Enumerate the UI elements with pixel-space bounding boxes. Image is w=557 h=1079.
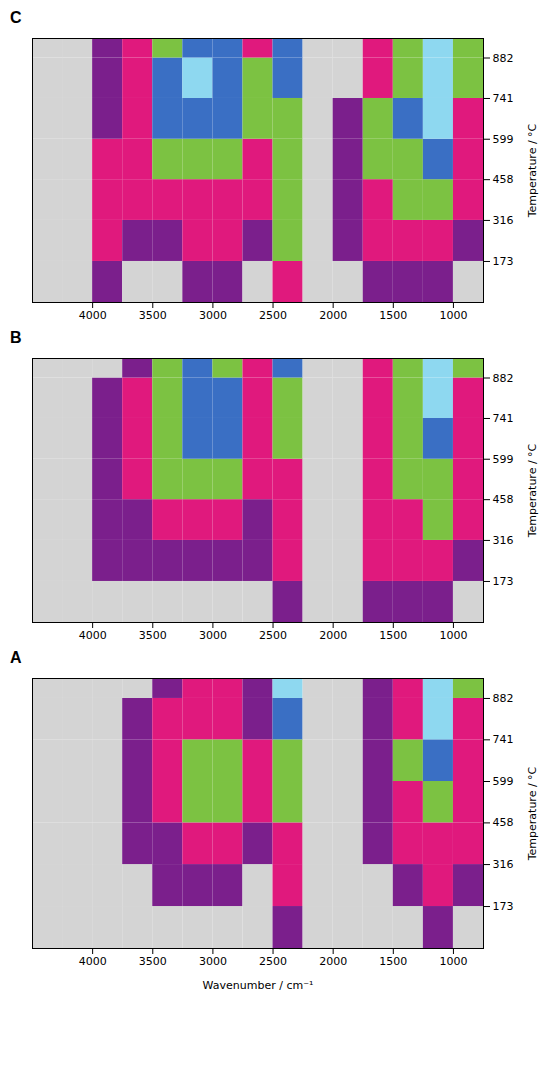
svg-text:1000: 1000 bbox=[439, 309, 467, 322]
svg-text:1500: 1500 bbox=[379, 309, 407, 322]
svg-text:882: 882 bbox=[493, 372, 514, 385]
svg-text:4000: 4000 bbox=[79, 629, 107, 642]
svg-text:1000: 1000 bbox=[439, 629, 467, 642]
svg-text:2500: 2500 bbox=[259, 309, 287, 322]
svg-text:Wavenumber / cm⁻¹: Wavenumber / cm⁻¹ bbox=[203, 979, 314, 992]
html-text:A: A bbox=[10, 649, 22, 666]
svg-text:599: 599 bbox=[493, 453, 514, 466]
svg-text:3000: 3000 bbox=[199, 955, 227, 968]
svg-text:316: 316 bbox=[493, 534, 514, 547]
svg-text:173: 173 bbox=[493, 900, 514, 913]
svg-text:458: 458 bbox=[493, 493, 514, 506]
svg-text:316: 316 bbox=[493, 214, 514, 227]
svg-text:741: 741 bbox=[493, 733, 514, 746]
svg-text:1500: 1500 bbox=[379, 955, 407, 968]
svg-text:3500: 3500 bbox=[139, 629, 167, 642]
svg-text:2500: 2500 bbox=[259, 955, 287, 968]
svg-text:2000: 2000 bbox=[319, 629, 347, 642]
svg-text:Temperature / °C: Temperature / °C bbox=[526, 443, 539, 538]
svg-text:458: 458 bbox=[493, 173, 514, 186]
svg-text:1500: 1500 bbox=[379, 629, 407, 642]
svg-text:Temperature / °C: Temperature / °C bbox=[526, 766, 539, 861]
html-text:B: B bbox=[10, 329, 22, 346]
svg-text:599: 599 bbox=[493, 775, 514, 788]
svg-text:3000: 3000 bbox=[199, 629, 227, 642]
svg-text:741: 741 bbox=[493, 92, 514, 105]
svg-text:3500: 3500 bbox=[139, 955, 167, 968]
svg-text:3500: 3500 bbox=[139, 309, 167, 322]
svg-text:Temperature / °C: Temperature / °C bbox=[526, 123, 539, 218]
html-text:C: C bbox=[10, 9, 22, 26]
svg-text:882: 882 bbox=[493, 692, 514, 705]
svg-text:173: 173 bbox=[493, 575, 514, 588]
svg-text:882: 882 bbox=[493, 52, 514, 65]
svg-text:1000: 1000 bbox=[439, 955, 467, 968]
svg-text:4000: 4000 bbox=[79, 309, 107, 322]
svg-text:741: 741 bbox=[493, 412, 514, 425]
svg-text:458: 458 bbox=[493, 816, 514, 829]
svg-text:2500: 2500 bbox=[259, 629, 287, 642]
svg-text:316: 316 bbox=[493, 858, 514, 871]
svg-text:173: 173 bbox=[493, 255, 514, 268]
svg-text:3000: 3000 bbox=[199, 309, 227, 322]
svg-text:599: 599 bbox=[493, 133, 514, 146]
svg-text:2000: 2000 bbox=[319, 309, 347, 322]
svg-text:2000: 2000 bbox=[319, 955, 347, 968]
svg-text:4000: 4000 bbox=[79, 955, 107, 968]
